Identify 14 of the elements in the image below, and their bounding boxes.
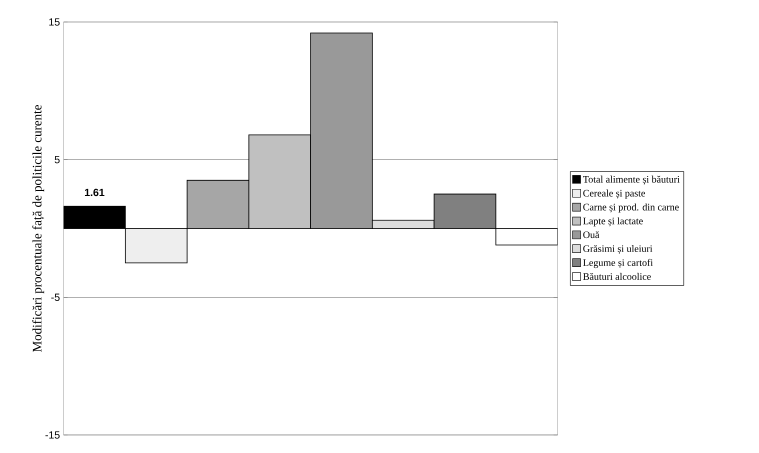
y-tick-label: -5 [51,294,60,301]
legend-label: Grăsimi și uleiuri [583,245,652,254]
legend-label: Băuturi alcoolice [583,272,651,280]
y-tick-label: 5 [54,156,60,164]
legend-label: Total alimente și băuturi [583,176,680,185]
y-axis-title: Modificări procentuale față de politicile curente [32,105,44,352]
y-tick-label: -15 [45,431,60,439]
data-label: 1.61 [84,188,104,196]
legend-label: Lapte și lactate [583,217,643,226]
legend-label: Legume și cartofi [583,258,653,268]
y-tick-label: 15 [49,18,60,26]
legend-label: Cereale și paste [583,190,646,199]
legend-label: Ouă [583,231,600,238]
legend-label: Carne și prod. din carne [583,203,679,212]
